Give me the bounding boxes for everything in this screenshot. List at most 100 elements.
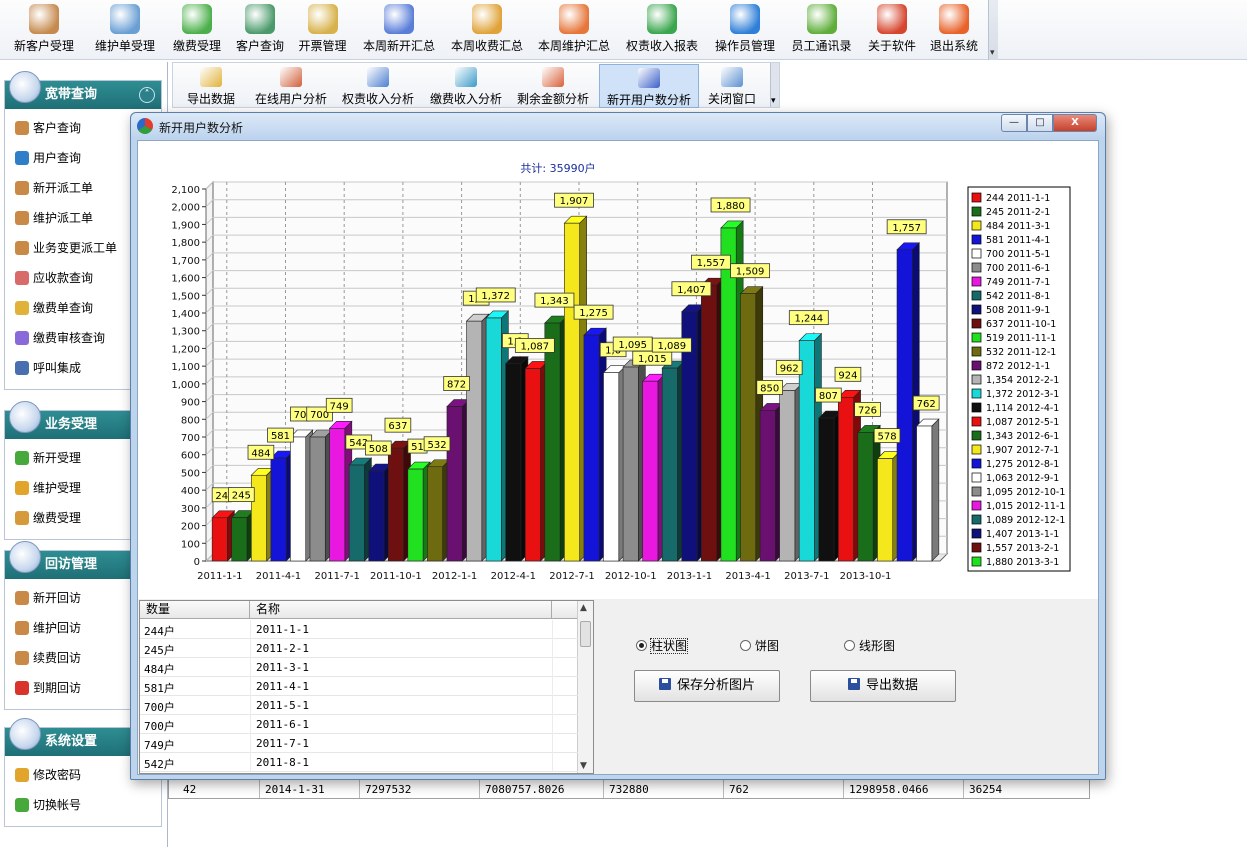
analysis-tab-4[interactable]: 剩余金额分析 (513, 64, 593, 108)
analysis-tab-5[interactable]: 新开用户数分析 (599, 64, 699, 108)
analysis-tab-2[interactable]: 权责收入分析 (337, 64, 419, 108)
y-gridline-side (205, 217, 214, 225)
analysis-tab-3[interactable]: 缴费收入分析 (425, 64, 507, 108)
sidebar-item-0-0[interactable]: 客户查询 (5, 113, 161, 143)
toolbar-button-5[interactable]: 本周新开汇总 (355, 2, 443, 58)
list-row[interactable]: 542户 2011-8-1 (140, 753, 578, 772)
sidebar-item-0-1[interactable]: 用户查询 (5, 143, 161, 173)
legend-entry: 1,063 2012-9-1 (986, 473, 1059, 484)
list-row[interactable]: 244户 2011-1-1 (140, 620, 578, 639)
toolbar-button-8[interactable]: 权责收入报表 (617, 2, 707, 58)
y-gridline-side (205, 199, 214, 208)
clipboard-check-icon (110, 4, 140, 34)
magnifier-icon (9, 71, 41, 103)
sidebar-item-label: 新开回访 (33, 591, 82, 605)
column-header-count[interactable]: 数量 (140, 601, 250, 619)
close-button[interactable]: X (1053, 114, 1097, 132)
sidebar-item-0-2[interactable]: 新开派工单 (5, 173, 161, 203)
sidebar-item-1-1[interactable]: 维护受理 (5, 473, 161, 503)
list-row[interactable]: 484户 2011-3-1 (140, 658, 578, 677)
sidebar-item-2-0[interactable]: 新开回访 (5, 583, 161, 613)
line-chart-radio[interactable]: 线形图 (844, 637, 895, 654)
toolbar-button-10[interactable]: 员工通讯录 (783, 2, 860, 58)
data-list[interactable]: 数量 名称 ▲ ▼ 244户 2011-1-1 245户 2011-2-1 484户 20… (139, 600, 594, 774)
list-row[interactable]: 749户 2011-7-1 (140, 734, 578, 753)
pie-chart-radio[interactable]: 饼图 (740, 637, 779, 654)
sidebar-item-3-1[interactable]: 切换帐号 (5, 790, 161, 820)
sidebar-item-0-8[interactable]: 呼叫集成 (5, 353, 161, 383)
toolbar-button-1[interactable]: 维护单受理 (86, 2, 164, 58)
data-label: 1,757 (892, 223, 921, 234)
sidebar-item-2-3[interactable]: 到期回访 (5, 673, 161, 703)
list-scrollbar[interactable]: ▲ ▼ (577, 601, 593, 773)
toolbar-button-12[interactable]: 退出系统 (924, 2, 984, 58)
toolbar-button-9[interactable]: 操作员管理 (707, 2, 783, 58)
data-label: 1,880 (716, 201, 745, 212)
scroll-up-icon[interactable]: ▲ (580, 603, 587, 613)
background-table-row[interactable]: 42 2014-1-31 7297532 7080757.8026 732880 762 1… (168, 779, 1090, 799)
sidebar-item-0-3[interactable]: 维护派工单 (5, 203, 161, 233)
sidebar-item-1-2[interactable]: 缴费受理 (5, 503, 161, 533)
collapse-chevron-icon[interactable]: ˄ (139, 87, 155, 103)
toolbar-button-3[interactable]: 客户查询 (230, 2, 290, 58)
sidebar-item-label: 缴费受理 (33, 511, 82, 525)
dialog-body: 共计: 35990户 0 100 200 300 400 500 600 700 800 900 1,… (137, 140, 1099, 775)
analysis-toolbar-overflow[interactable] (770, 63, 779, 107)
toolbar-button-6[interactable]: 本周收费汇总 (443, 2, 531, 58)
x-tick-label: 2012-10-1 (605, 571, 657, 582)
toolbar-overflow-button[interactable] (988, 0, 998, 60)
legend-entry: 244 2011-1-1 (986, 193, 1050, 204)
y-gridline-side (205, 518, 214, 526)
dialog-title-bar[interactable]: 新开用户数分析 — □ X (131, 113, 1105, 139)
bar (818, 410, 842, 562)
bar-chart-radio[interactable]: 柱状图 (636, 637, 689, 654)
analysis-tab-1[interactable]: 在线用户分析 (251, 64, 331, 108)
sidebar-item-3-0[interactable]: 修改密码 (5, 760, 161, 790)
sidebar-group-header[interactable]: 宽带查询 ˄ (5, 71, 161, 109)
toolbar-button-0[interactable]: 新客户受理 (2, 2, 86, 58)
analysis-tab-0[interactable]: 导出数据 (179, 64, 243, 108)
toolbar-button-2[interactable]: 缴费受理 (164, 2, 230, 58)
data-label: 1,275 (579, 308, 608, 319)
list-row[interactable]: 700户 2011-6-1 (140, 715, 578, 734)
toolbar-button-7[interactable]: 本周维护汇总 (531, 2, 617, 58)
list-row[interactable]: 700户 2011-5-1 (140, 696, 578, 715)
bar (309, 429, 333, 562)
bar (857, 424, 881, 562)
bar-front (818, 417, 835, 562)
y-tick-label: 2,100 (171, 185, 200, 196)
analysis-tab-label: 权责收入分析 (341, 92, 414, 106)
scroll-down-icon[interactable]: ▼ (580, 761, 587, 771)
analysis-tab-6[interactable]: 关闭窗口 (701, 64, 763, 108)
sidebar-item-0-4[interactable]: 业务变更派工单 (5, 233, 161, 263)
legend-swatch (971, 318, 982, 329)
maximize-button[interactable]: □ (1027, 114, 1053, 132)
sidebar-item-1-0[interactable]: 新开受理 (5, 443, 161, 473)
legend-swatch (971, 234, 982, 245)
toolbar-button-4[interactable]: 开票管理 (290, 2, 355, 58)
data-label: 726 (858, 405, 877, 416)
analysis-tab-label: 导出数据 (186, 92, 235, 106)
sidebar-item-0-5[interactable]: 应收款查询 (5, 263, 161, 293)
toolbar-button-11[interactable]: 关于软件 (860, 2, 924, 58)
bar (485, 310, 510, 562)
list-row[interactable]: 581户 2011-4-1 (140, 677, 578, 696)
sidebar-item-0-7[interactable]: 缴费审核查询 (5, 323, 161, 353)
legend-entry: 749 2011-7-1 (986, 277, 1050, 288)
save-chart-image-button[interactable]: 保存分析图片 (634, 670, 780, 702)
export-data-button[interactable]: 导出数据 (810, 670, 956, 702)
data-label-box (815, 387, 842, 403)
sidebar-item-2-2[interactable]: 续费回访 (5, 643, 161, 673)
sidebar-item-2-1[interactable]: 维护回访 (5, 613, 161, 643)
cell-divider (963, 780, 964, 798)
y-gridline-side (205, 270, 214, 278)
list-row[interactable]: 245户 2011-2-1 (140, 639, 578, 658)
bar-front (564, 222, 580, 562)
scroll-thumb[interactable] (580, 621, 591, 647)
minimize-button[interactable]: — (1001, 114, 1027, 132)
y-gridline-side (205, 394, 214, 402)
data-label: 581 (271, 431, 290, 442)
column-header-name[interactable]: 名称 (250, 601, 552, 619)
sidebar-item-0-6[interactable]: 缴费单查询 (5, 293, 161, 323)
money-hand-icon (15, 511, 29, 525)
